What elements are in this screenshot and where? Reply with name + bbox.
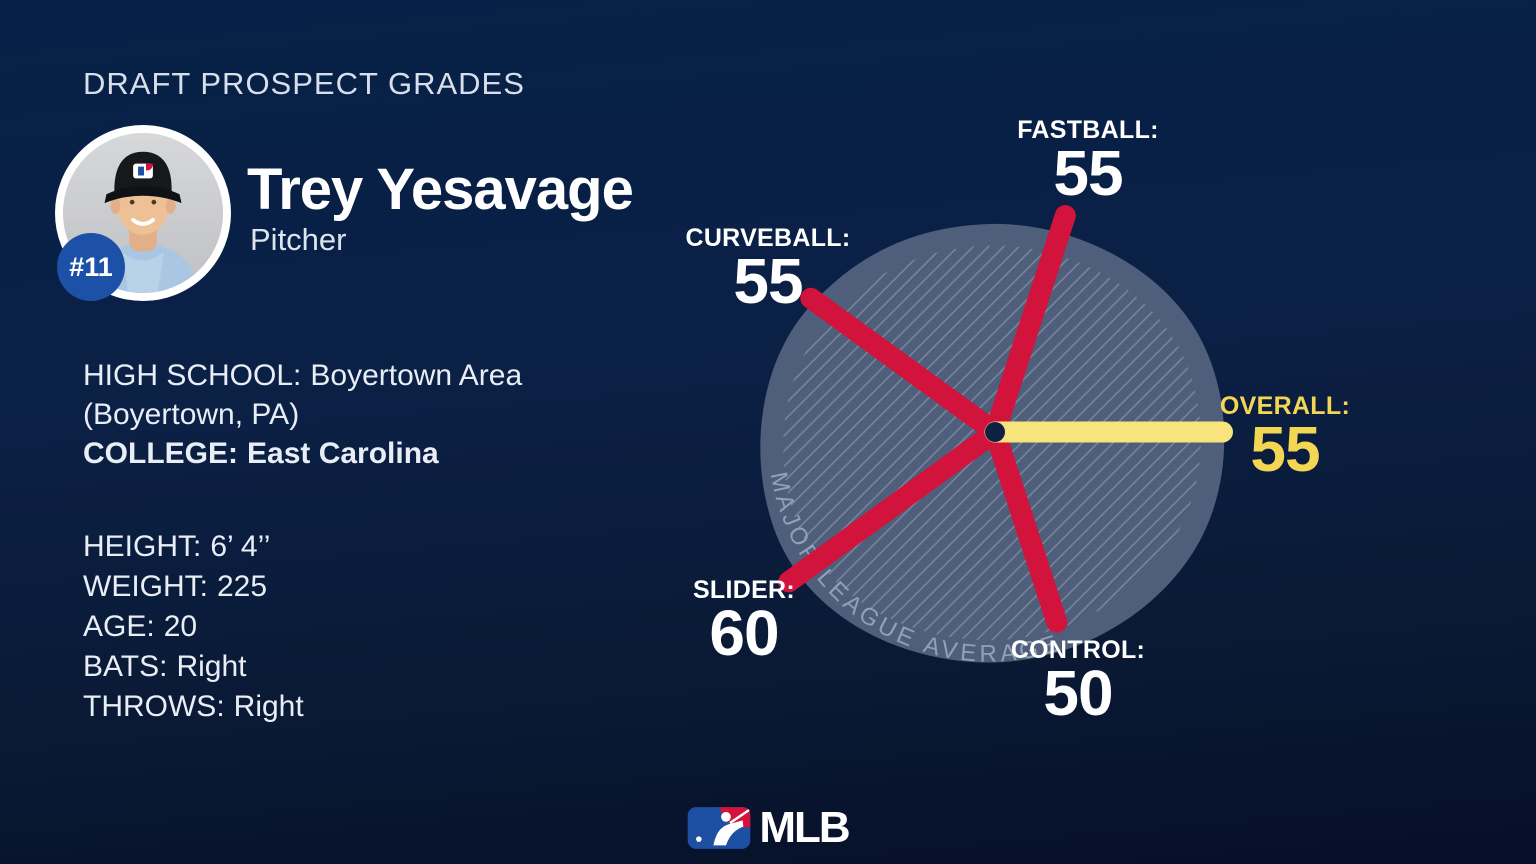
bio-weight-value: 225 — [217, 570, 268, 603]
bio-bats-label: BATS: — [83, 650, 168, 683]
bio-height-value: 6’ 4’’ — [210, 530, 271, 563]
stat-fastball-value: 55 — [1053, 137, 1123, 209]
player-photo — [55, 125, 231, 301]
footer: MLB — [0, 800, 1536, 856]
chart-center-dot — [985, 422, 1005, 442]
stat-group-control: CONTROL: 50 — [968, 636, 1188, 729]
bio-age-value: 20 — [163, 610, 198, 643]
bio-college-line: COLLEGE: East Carolina — [83, 434, 683, 473]
spoke-slider — [778, 421, 1006, 593]
stat-group-fastball: FASTBALL: 55 — [978, 116, 1198, 209]
bio-school-block: HIGH SCHOOL: Boyertown Area (Boyertown, P… — [83, 356, 683, 473]
spoke-fastball — [984, 205, 1076, 443]
player-name: Trey Yesavage — [247, 157, 634, 222]
stat-control-value: 50 — [1043, 657, 1113, 729]
spoke-control — [984, 421, 1068, 633]
stat-slider-label: SLIDER: — [692, 576, 796, 604]
bio-weight-label: WEIGHT: — [83, 570, 208, 603]
bio-highschool-line: HIGH SCHOOL: Boyertown Area — [83, 356, 683, 395]
page-title: DRAFT PROSPECT GRADES — [83, 66, 525, 101]
stat-overall-value: 55 — [1250, 413, 1320, 485]
bio-throws-label: THROWS: — [83, 690, 225, 723]
grade-spokes — [778, 205, 1233, 633]
bio-college-value: East Carolina — [247, 437, 439, 470]
stat-curveball-value: 55 — [733, 245, 803, 317]
stat-group-overall: OVERALL: 55 — [1175, 392, 1395, 485]
mlb-wordmark: MLB — [759, 803, 850, 852]
player-photo-illustration — [63, 133, 223, 293]
bio-height-line: HEIGHT: 6’ 4’’ — [83, 527, 583, 567]
bio-height-label: HEIGHT: — [83, 530, 202, 563]
stat-overall-label: OVERALL: — [1219, 392, 1351, 420]
bio-age-line: AGE: 20 — [83, 607, 583, 647]
spoke-curveball — [800, 287, 1006, 443]
stat-group-slider: SLIDER: 60 — [634, 576, 854, 669]
bio-highschool-location: (Boyertown, PA) — [83, 398, 300, 431]
bio-throws-value: Right — [233, 690, 304, 723]
stat-slider-value: 60 — [709, 597, 779, 669]
bio-age-label: AGE: — [83, 610, 155, 643]
player-position: Pitcher — [250, 222, 347, 257]
stat-group-curveball: CURVEBALL: 55 — [658, 224, 878, 317]
stat-curveball-label: CURVEBALL: — [685, 224, 851, 252]
bio-highschool-label: HIGH SCHOOL: — [83, 359, 302, 392]
bio-physical-block: HEIGHT: 6’ 4’’ WEIGHT: 225 AGE: 20 BATS: Rig… — [83, 527, 583, 727]
stat-control-label: CONTROL: — [1010, 636, 1146, 664]
player-number-badge: #11 — [57, 233, 125, 301]
bio-bats-value: Right — [176, 650, 247, 683]
bio-bats-line: BATS: Right — [83, 647, 583, 687]
bio-highschool-value: Boyertown Area — [310, 359, 523, 392]
mlb-logo-icon — [688, 807, 751, 849]
stat-fastball-label: FASTBALL: — [1017, 116, 1159, 144]
bio-weight-line: WEIGHT: 225 — [83, 567, 583, 607]
bio-throws-line: THROWS: Right — [83, 687, 583, 727]
bio-college-label: COLLEGE: — [83, 437, 238, 470]
